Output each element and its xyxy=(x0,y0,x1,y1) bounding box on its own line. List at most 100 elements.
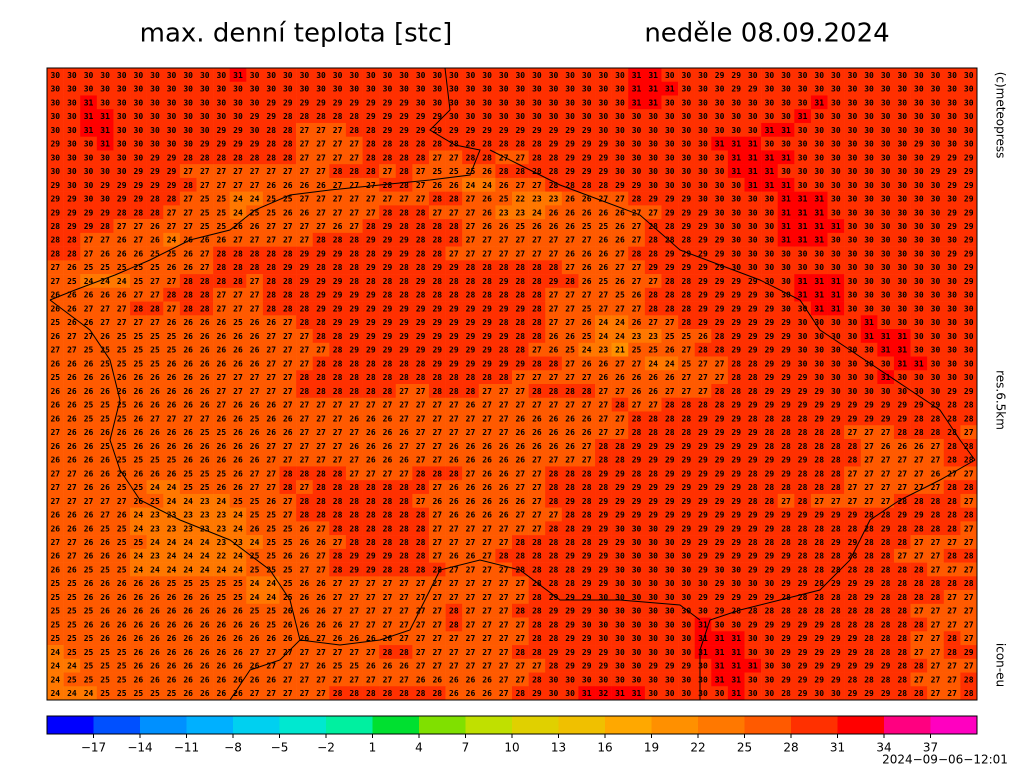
cell-value: 24 xyxy=(466,181,476,190)
cell-value: 29 xyxy=(648,442,658,451)
grid-cell xyxy=(744,177,762,192)
cell-value: 28 xyxy=(349,277,359,286)
cell-value: 26 xyxy=(84,442,94,451)
cell-value: 30 xyxy=(482,98,492,107)
cell-value: 28 xyxy=(798,524,808,533)
cell-value: 30 xyxy=(897,277,907,286)
cell-value: 25 xyxy=(217,593,227,602)
cell-value: 30 xyxy=(831,387,841,396)
cell-value: 27 xyxy=(250,304,260,313)
cell-value: 30 xyxy=(881,359,891,368)
grid-cell xyxy=(628,177,646,192)
cell-value: 31 xyxy=(781,181,791,190)
cell-value: 26 xyxy=(150,607,160,616)
cell-value: 26 xyxy=(167,634,177,643)
cell-value: 30 xyxy=(582,71,592,80)
cell-value: 28 xyxy=(266,277,276,286)
cell-value: 30 xyxy=(748,208,758,217)
grid-cell xyxy=(678,95,695,110)
cell-value: 30 xyxy=(532,98,542,107)
cell-value: 30 xyxy=(765,140,775,149)
cell-value: 24 xyxy=(67,662,77,671)
grid-cell xyxy=(910,109,928,124)
cell-value: 28 xyxy=(665,304,675,313)
grid-cell xyxy=(794,122,812,137)
cell-value: 31 xyxy=(100,112,110,121)
grid-cell xyxy=(644,95,662,110)
grid-cell xyxy=(213,164,230,179)
cell-value: 25 xyxy=(283,524,293,533)
cell-value: 30 xyxy=(814,153,824,162)
cell-value: 29 xyxy=(432,318,442,327)
cell-value: 27 xyxy=(84,236,94,245)
cell-value: 25 xyxy=(84,662,94,671)
grid-cell xyxy=(395,95,413,110)
cell-value: 26 xyxy=(549,208,559,217)
cell-value: 27 xyxy=(316,442,326,451)
grid-cell xyxy=(312,68,330,83)
cell-value: 27 xyxy=(515,387,525,396)
cell-value: 23 xyxy=(200,511,210,520)
grid-cell xyxy=(694,136,712,151)
cell-value: 30 xyxy=(831,236,841,245)
cell-value: 26 xyxy=(366,428,376,437)
cell-value: 29 xyxy=(416,304,426,313)
cell-value: 26 xyxy=(482,208,492,217)
cell-value: 27 xyxy=(217,373,227,382)
cell-value: 26 xyxy=(582,414,592,423)
cell-value: 28 xyxy=(682,414,692,423)
cell-value: 27 xyxy=(698,373,708,382)
grid-cell xyxy=(628,109,646,124)
cell-value: 27 xyxy=(250,483,260,492)
cell-value: 30 xyxy=(632,552,642,561)
cell-value: 29 xyxy=(565,126,575,135)
cell-value: 26 xyxy=(134,442,144,451)
cell-value: 27 xyxy=(67,497,77,506)
cell-value: 30 xyxy=(200,71,210,80)
cell-value: 30 xyxy=(266,85,276,94)
grid-cell xyxy=(927,109,945,124)
grid-cell xyxy=(777,122,795,137)
cell-value: 30 xyxy=(881,277,891,286)
cell-value: 27 xyxy=(316,153,326,162)
cell-value: 27 xyxy=(964,634,974,643)
cell-value: 30 xyxy=(964,346,974,355)
cell-value: 30 xyxy=(964,304,974,313)
grid-cell xyxy=(130,177,147,192)
cell-value: 29 xyxy=(167,153,177,162)
grid-cell xyxy=(595,136,612,151)
cell-value: 31 xyxy=(748,153,758,162)
cell-value: 29 xyxy=(715,428,725,437)
cell-value: 27 xyxy=(665,318,675,327)
cell-value: 30 xyxy=(947,304,957,313)
grid-cell xyxy=(611,164,629,179)
cell-value: 29 xyxy=(814,401,824,410)
cell-value: 30 xyxy=(831,85,841,94)
grid-cell xyxy=(893,68,911,83)
grid-cell xyxy=(428,177,446,192)
cell-value: 27 xyxy=(565,401,575,410)
cell-value: 27 xyxy=(266,387,276,396)
cell-value: 29 xyxy=(781,511,791,520)
cell-value: 25 xyxy=(84,648,94,657)
cell-value: 27 xyxy=(914,469,924,478)
cell-value: 30 xyxy=(715,620,725,629)
cell-value: 27 xyxy=(466,208,476,217)
cell-value: 29 xyxy=(366,98,376,107)
cell-value: 26 xyxy=(366,414,376,423)
cell-value: 28 xyxy=(798,483,808,492)
cell-value: 30 xyxy=(864,85,874,94)
cell-value: 30 xyxy=(781,277,791,286)
cell-value: 29 xyxy=(333,291,343,300)
grid-cell xyxy=(146,68,164,83)
grid-cell xyxy=(528,95,546,110)
grid-cell xyxy=(96,136,114,151)
cell-value: 27 xyxy=(250,387,260,396)
grid-cell xyxy=(810,95,828,110)
grid-cell xyxy=(213,81,230,96)
cell-value: 30 xyxy=(599,85,609,94)
cell-value: 27 xyxy=(648,401,658,410)
cell-value: 30 xyxy=(798,167,808,176)
cell-value: 30 xyxy=(599,126,609,135)
cell-value: 30 xyxy=(881,222,891,231)
